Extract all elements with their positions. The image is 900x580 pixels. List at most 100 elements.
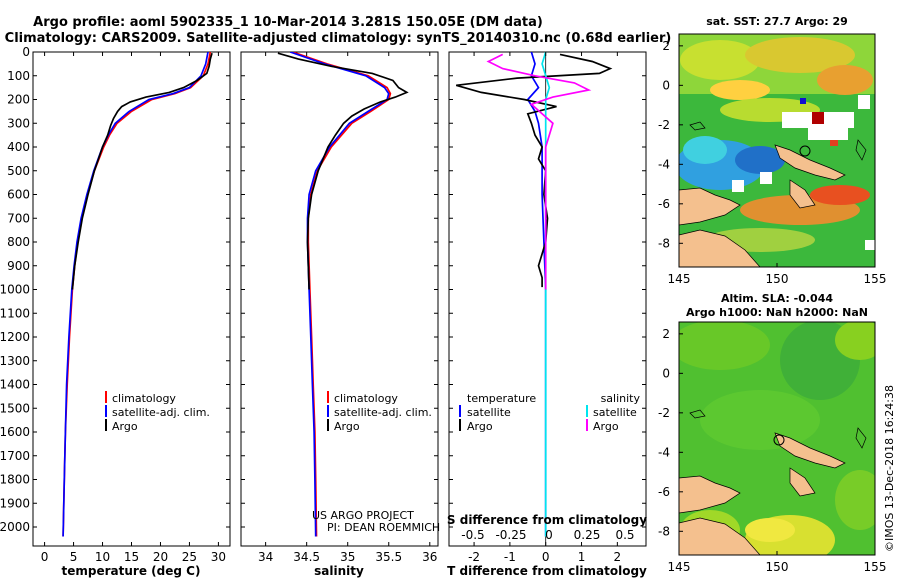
legend-s-argo: Argo [593, 420, 619, 433]
lon-tick-label: 145 [668, 560, 691, 574]
x-tick-label: 15 [124, 550, 139, 564]
legend-argo: Argo [112, 420, 138, 433]
difference-x-axis: -2 -1 0 1 2 [468, 52, 621, 564]
x-tick-label: 35.5 [375, 550, 402, 564]
lon-tick-label: 150 [766, 272, 789, 286]
x-tick-label: 0 [542, 550, 550, 564]
depth-axis: 0 100 200 300 400 500 600 700 800 900 1000 1100 1200… [0, 45, 646, 534]
series-argo [71, 52, 213, 290]
lon-tick-label: 155 [864, 272, 887, 286]
lon-tick-label: 145 [668, 272, 691, 286]
depth-tick-label: 700 [7, 211, 30, 225]
depth-tick-label: 400 [7, 140, 30, 154]
depth-tick-label: 2000 [0, 520, 30, 534]
legend-s-satellite: satellite [593, 406, 637, 419]
depth-tick-label: 1500 [0, 401, 30, 415]
sst-map [679, 34, 875, 267]
salinity-legend: climatology satellite-adj. clim. Argo [327, 391, 432, 433]
legend-argo: Argo [334, 420, 360, 433]
x-tick-label: 20 [153, 550, 168, 564]
legend-t-satellite: satellite [467, 406, 511, 419]
depth-tick-label: 1000 [0, 283, 30, 297]
temperature-axis-label: temperature (deg C) [62, 564, 201, 578]
salinity-x-axis: 34 34.5 35 35.5 36 [258, 52, 437, 564]
legend-satellite-adj: satellite-adj. clim. [112, 406, 210, 419]
lat-tick-label: -8 [658, 236, 670, 250]
s-diff-tick-label: 0.5 [615, 528, 634, 542]
lat-tick-label: 0 [662, 366, 670, 380]
depth-tick-label: 1100 [0, 306, 30, 320]
legend-title-temperature: temperature [467, 392, 536, 405]
lat-tick-label: 2 [662, 327, 670, 341]
lat-tick-label: -2 [658, 406, 670, 420]
depth-tick-label: 1300 [0, 354, 30, 368]
x-tick-label: 10 [95, 550, 110, 564]
s-difference-axis-label: S difference from climatology [447, 513, 647, 527]
legend-satellite-adj: satellite-adj. clim. [334, 406, 432, 419]
temperature-legend: climatology satellite-adj. clim. Argo [105, 391, 210, 433]
salinity-axis-label: salinity [314, 564, 364, 578]
project-credit: US ARGO PROJECT [312, 509, 414, 522]
x-tick-label: 36 [422, 550, 437, 564]
series-salinity-argo [486, 53, 592, 290]
x-tick-label: 34 [258, 550, 273, 564]
temperature-x-axis: 0 5 10 15 20 25 30 [41, 52, 226, 564]
difference-salinity-legend: salinity satellite Argo [586, 392, 641, 433]
depth-tick-label: 1900 [0, 496, 30, 510]
sst-map-title: sat. SST: 27.7 Argo: 29 [706, 15, 848, 28]
depth-tick-label: 500 [7, 164, 30, 178]
x-tick-label: 1 [578, 550, 586, 564]
sst-map-axes: 145 150 155 2 0 -2 -4 -6 -8 [658, 39, 886, 286]
depth-tick-label: 1700 [0, 449, 30, 463]
x-tick-label: 34.5 [293, 550, 320, 564]
depth-tick-label: 600 [7, 188, 30, 202]
legend-climatology: climatology [112, 392, 176, 405]
lat-tick-label: 0 [662, 78, 670, 92]
salinity-panel [240, 51, 439, 547]
s-diff-tick-label: -0.25 [495, 528, 526, 542]
difference-plot [455, 52, 613, 546]
depth-tick-label: 900 [7, 259, 30, 273]
lat-tick-label: -4 [658, 445, 670, 459]
depth-tick-label: 800 [7, 235, 30, 249]
salinity-plot [277, 52, 409, 537]
pi-credit: PI: DEAN ROEMMICH [327, 521, 440, 534]
s-diff-tick-label: 0 [545, 528, 553, 542]
depth-tick-label: 1800 [0, 473, 30, 487]
difference-panel [448, 51, 647, 547]
lon-tick-label: 150 [766, 560, 789, 574]
x-tick-label: 2 [614, 550, 622, 564]
lon-tick-label: 155 [864, 560, 887, 574]
lat-tick-label: -4 [658, 157, 670, 171]
sla-map [679, 322, 875, 555]
s-difference-ticks: -0.5 -0.25 0 0.25 0.5 [461, 528, 634, 542]
x-tick-label: 25 [182, 550, 197, 564]
legend-title-salinity: salinity [601, 392, 641, 405]
x-tick-label: 0 [41, 550, 49, 564]
difference-temperature-legend: temperature satellite Argo [459, 392, 536, 433]
depth-tick-label: 1400 [0, 378, 30, 392]
depth-tick-label: 1200 [0, 330, 30, 344]
depth-tick-label: 0 [22, 45, 30, 59]
lat-tick-label: -6 [658, 485, 670, 499]
depth-tick-label: 1600 [0, 425, 30, 439]
lat-tick-label: 2 [662, 39, 670, 53]
t-difference-axis-label: T difference from climatology [447, 564, 647, 578]
series-satellite-adj-clim- [289, 52, 390, 537]
s-diff-tick-label: -0.5 [461, 528, 484, 542]
figure-title-line1: Argo profile: aoml 5902335_1 10-Mar-2014… [33, 15, 543, 30]
series-argo [277, 52, 409, 290]
depth-tick-label: 300 [7, 116, 30, 130]
x-tick-label: -2 [468, 550, 480, 564]
lat-tick-label: -6 [658, 197, 670, 211]
legend-t-argo: Argo [467, 420, 493, 433]
depth-tick-label: 200 [7, 93, 30, 107]
figure-title-line2: Climatology: CARS2009. Satellite-adjuste… [5, 31, 672, 46]
temperature-plot [62, 52, 213, 537]
footer-timestamp: ©IMOS 13-Dec-2018 16:24:38 [883, 385, 896, 552]
sla-map-axes: 145 150 155 2 0 -2 -4 -6 -8 [658, 327, 886, 574]
depth-tick-label: 100 [7, 69, 30, 83]
s-diff-tick-label: 0.25 [574, 528, 601, 542]
temperature-panel [32, 51, 231, 547]
